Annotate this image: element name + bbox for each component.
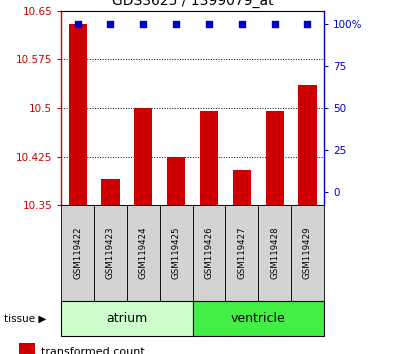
Bar: [134, 108, 152, 205]
Bar: [61, 205, 94, 301]
Point: [206, 21, 212, 27]
Bar: [69, 24, 87, 205]
Bar: [102, 179, 120, 205]
Point: [304, 21, 310, 27]
Point: [271, 21, 278, 27]
Text: tissue ▶: tissue ▶: [4, 314, 46, 324]
Bar: [160, 205, 192, 301]
Bar: [299, 85, 316, 205]
Bar: [200, 111, 218, 205]
Bar: [61, 301, 193, 336]
Point: [239, 21, 245, 27]
Text: GSM119423: GSM119423: [106, 227, 115, 279]
Point: [140, 21, 147, 27]
Text: GSM119425: GSM119425: [172, 227, 181, 279]
Text: atrium: atrium: [106, 312, 147, 325]
Point: [107, 21, 114, 27]
Bar: [265, 111, 284, 205]
Bar: [19, 343, 36, 354]
Text: GSM119429: GSM119429: [303, 227, 312, 279]
Title: GDS3625 / 1399079_at: GDS3625 / 1399079_at: [112, 0, 273, 8]
Text: GSM119422: GSM119422: [73, 227, 82, 279]
Bar: [167, 156, 185, 205]
Bar: [193, 205, 226, 301]
Point: [75, 21, 81, 27]
Bar: [94, 205, 127, 301]
Bar: [291, 205, 324, 301]
Text: GSM119428: GSM119428: [270, 227, 279, 279]
Text: GSM119427: GSM119427: [237, 227, 246, 279]
Text: ventricle: ventricle: [231, 312, 286, 325]
Text: GSM119426: GSM119426: [205, 227, 213, 279]
Bar: [193, 301, 324, 336]
Bar: [226, 205, 258, 301]
Text: transformed count: transformed count: [41, 347, 145, 354]
Point: [173, 21, 179, 27]
Bar: [233, 170, 251, 205]
Bar: [258, 205, 291, 301]
Text: GSM119424: GSM119424: [139, 227, 148, 279]
Bar: [127, 205, 160, 301]
